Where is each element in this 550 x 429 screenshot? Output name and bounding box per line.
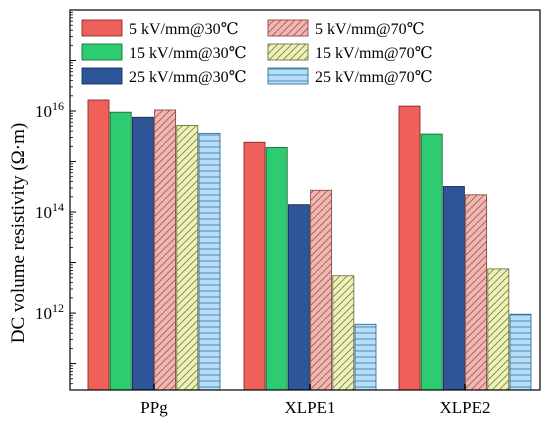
legend-swatch-2: [81, 43, 123, 61]
bar-6-xlpe2: [509, 313, 532, 391]
legend-label-2: 15 kV/mm@30℃: [129, 45, 247, 62]
legend-label-1: 5 kV/mm@30℃: [129, 21, 239, 38]
bar-2-xlpe2: [420, 133, 443, 391]
bar-3-xlpe2: [442, 186, 465, 391]
bar-4-xlpe2: [465, 194, 488, 391]
y-tick-label: 1014: [35, 200, 64, 222]
bar-3-ppg: [131, 116, 154, 391]
category-label-ppg: PPg: [140, 398, 168, 417]
y-tick-label: 1012: [35, 301, 64, 323]
category-label-xlpe1: XLPE1: [285, 398, 336, 417]
legend-label-5: 15 kV/mm@70℃: [315, 45, 433, 62]
bar-1-xlpe1: [243, 141, 266, 391]
bar-2-xlpe1: [265, 147, 288, 391]
plot-frame: [69, 9, 541, 391]
bar-1-ppg: [87, 99, 110, 391]
bar-1-xlpe2: [398, 105, 421, 391]
bar-5-ppg: [176, 124, 199, 391]
bar-4-ppg: [154, 109, 177, 391]
bar-2-ppg: [109, 111, 132, 391]
legend-swatch-1: [81, 19, 123, 37]
y-tick-label: 1016: [35, 99, 64, 121]
legend-swatch-5: [267, 43, 309, 61]
legend-label-6: 25 kV/mm@70℃: [315, 69, 433, 86]
category-label-xlpe2: XLPE2: [440, 398, 491, 417]
bar-6-ppg: [198, 132, 221, 391]
bar-6-xlpe1: [354, 323, 377, 391]
legend-swatch-6: [267, 67, 309, 85]
legend-label-3: 25 kV/mm@30℃: [129, 69, 247, 86]
bar-5-xlpe1: [332, 275, 355, 391]
bar-4-xlpe1: [310, 189, 333, 391]
y-axis-label: DC volume resistivity (Ω·m): [8, 123, 29, 343]
bar-5-xlpe2: [487, 268, 510, 391]
bar-3-xlpe1: [287, 204, 310, 391]
legend-swatch-4: [267, 19, 309, 37]
legend-swatch-3: [81, 67, 123, 85]
legend-label-4: 5 kV/mm@70℃: [315, 21, 425, 38]
